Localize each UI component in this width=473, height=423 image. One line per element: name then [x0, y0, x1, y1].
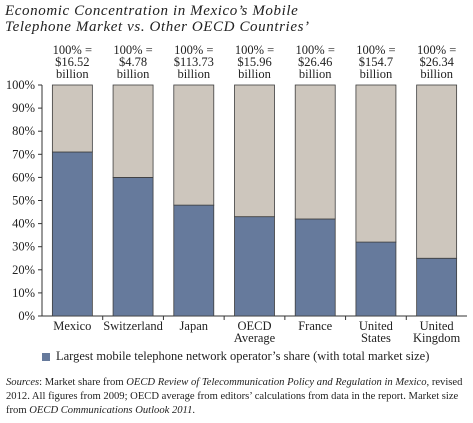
bar-total-label: billion	[299, 67, 332, 81]
bar-leader-share	[355, 241, 397, 317]
bar-total-label: billion	[420, 67, 453, 81]
bar-total-label: 100% =	[356, 43, 395, 57]
bar-total-label: billion	[117, 67, 150, 81]
x-tick-label: Average	[234, 331, 276, 345]
sources-report-title: OECD Review of Telecommunication Policy …	[126, 377, 427, 388]
bar-remainder	[234, 84, 275, 218]
y-tick-label: 40%	[12, 217, 35, 231]
bar-leader-share	[416, 257, 458, 317]
legend-swatch	[42, 352, 50, 361]
chart-title-line-1: Economic Concentration in Mexico’s Mobil…	[5, 3, 299, 19]
bar-remainder	[294, 84, 336, 220]
bar-total-label: $113.73	[174, 55, 214, 69]
bar-leader-share	[294, 218, 336, 317]
bar-remainder	[416, 84, 458, 259]
y-tick-label: 0%	[18, 309, 35, 323]
bar-total-label: $26.46	[298, 55, 332, 69]
bar-total-label: 100% =	[235, 43, 274, 57]
legend: Largest mobile telephone network operato…	[42, 349, 429, 364]
sources-text-3: .	[192, 405, 196, 416]
bar-total-label: billion	[238, 67, 271, 81]
y-tick-label: 30%	[12, 240, 35, 254]
legend-label: Largest mobile telephone network operato…	[56, 349, 430, 363]
bar-total-label: 100% =	[113, 43, 152, 57]
bar-total-label: billion	[177, 67, 210, 81]
x-tick-label: States	[361, 331, 391, 345]
x-tick-label: Mexico	[53, 319, 91, 333]
bar-leader-share	[173, 204, 215, 317]
bar-leader-share	[234, 216, 275, 317]
x-tick-label: OECD	[237, 319, 271, 333]
y-tick-label: 100%	[6, 78, 35, 92]
bar-remainder	[355, 84, 397, 243]
bar-total-label: 100% =	[417, 43, 456, 57]
bar-leader-share	[51, 151, 93, 317]
bar-leader-share	[112, 176, 154, 317]
bar-total-label: $154.7	[359, 55, 393, 69]
x-tick-label: United	[420, 319, 455, 333]
x-tick-label: France	[298, 319, 332, 333]
bar-remainder	[173, 84, 215, 206]
sources-note: Sources: Market share from OECD Review o…	[6, 376, 468, 418]
chart-title-line-2: Telephone Market vs. Other OECD Countrie…	[5, 19, 310, 35]
y-tick-label: 70%	[12, 147, 35, 161]
sources-text-2: , revised 2012. All figures from 2009; O…	[6, 377, 463, 416]
bar-total-label: $16.52	[55, 55, 89, 69]
y-tick-label: 10%	[12, 286, 35, 300]
chart-title: Economic Concentration in Mexico’s Mobil…	[5, 3, 467, 35]
y-tick-label: 60%	[12, 170, 35, 184]
bar-total-label: billion	[56, 67, 89, 81]
x-tick-label: Kingdom	[413, 331, 461, 345]
bar-total-label: billion	[360, 67, 393, 81]
bar-total-label: $15.96	[237, 55, 271, 69]
bar-total-label: $26.34	[419, 55, 454, 69]
sources-outlook-title: OECD Communications Outlook 2011	[29, 405, 193, 416]
x-tick-label: United	[359, 319, 394, 333]
y-tick-label: 50%	[12, 194, 35, 208]
bar-remainder	[51, 84, 93, 153]
bar-total-label: 100% =	[174, 43, 213, 57]
x-tick-label: Japan	[180, 319, 209, 333]
y-tick-label: 20%	[12, 263, 35, 277]
x-tick-label: Switzerland	[103, 319, 163, 333]
sources-label: Sources	[6, 377, 40, 388]
bar-total-label: 100% =	[296, 43, 335, 57]
bar-total-label: $4.78	[119, 55, 147, 69]
sources-text-1: : Market share from	[39, 377, 127, 388]
bar-remainder	[112, 84, 154, 178]
y-tick-label: 80%	[12, 124, 35, 138]
y-tick-label: 90%	[12, 101, 35, 115]
bar-total-label: 100% =	[53, 43, 92, 57]
